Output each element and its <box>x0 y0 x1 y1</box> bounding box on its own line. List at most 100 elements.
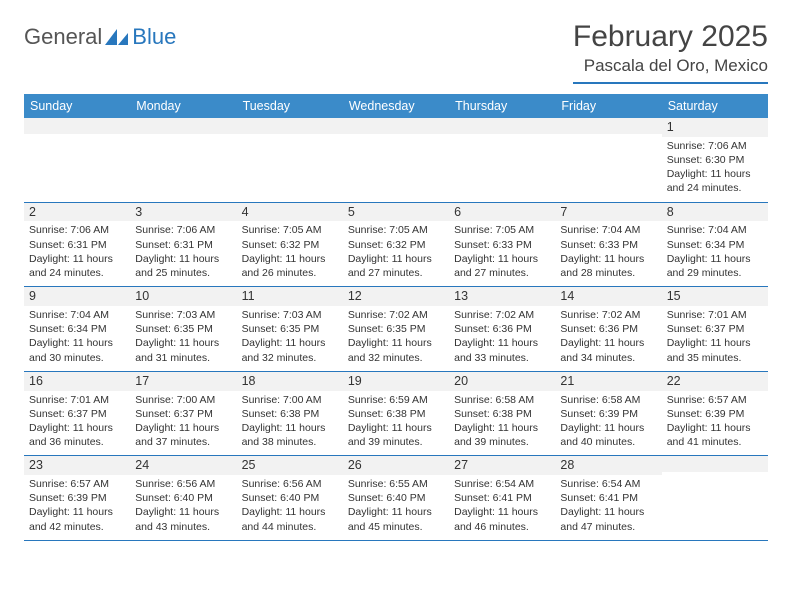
calendar-row: 16Sunrise: 7:01 AMSunset: 6:37 PMDayligh… <box>24 371 768 456</box>
daylight-text: Daylight: 11 hours and 29 minutes. <box>667 252 763 280</box>
sunrise-text: Sunrise: 6:57 AM <box>667 393 763 407</box>
sunrise-text: Sunrise: 7:06 AM <box>135 223 231 237</box>
day-number: 20 <box>449 372 555 391</box>
sunset-text: Sunset: 6:30 PM <box>667 153 763 167</box>
daylight-text: Daylight: 11 hours and 37 minutes. <box>135 421 231 449</box>
sunrise-text: Sunrise: 6:58 AM <box>560 393 656 407</box>
calendar-cell <box>449 118 555 202</box>
daylight-text: Daylight: 11 hours and 30 minutes. <box>29 336 125 364</box>
sunrise-text: Sunrise: 6:58 AM <box>454 393 550 407</box>
day-number: 2 <box>24 203 130 222</box>
calendar-cell <box>343 118 449 202</box>
sunrise-text: Sunrise: 7:03 AM <box>135 308 231 322</box>
sunrise-text: Sunrise: 6:59 AM <box>348 393 444 407</box>
calendar-table: Sunday Monday Tuesday Wednesday Thursday… <box>24 94 768 541</box>
calendar-row: 2Sunrise: 7:06 AMSunset: 6:31 PMDaylight… <box>24 202 768 287</box>
daylight-text: Daylight: 11 hours and 26 minutes. <box>242 252 338 280</box>
calendar-cell: 11Sunrise: 7:03 AMSunset: 6:35 PMDayligh… <box>237 287 343 372</box>
calendar-cell: 26Sunrise: 6:55 AMSunset: 6:40 PMDayligh… <box>343 456 449 541</box>
sunrise-text: Sunrise: 7:00 AM <box>135 393 231 407</box>
calendar-cell: 16Sunrise: 7:01 AMSunset: 6:37 PMDayligh… <box>24 371 130 456</box>
sunset-text: Sunset: 6:37 PM <box>29 407 125 421</box>
calendar-cell: 25Sunrise: 6:56 AMSunset: 6:40 PMDayligh… <box>237 456 343 541</box>
sunrise-text: Sunrise: 7:04 AM <box>29 308 125 322</box>
daylight-text: Daylight: 11 hours and 47 minutes. <box>560 505 656 533</box>
sunset-text: Sunset: 6:36 PM <box>560 322 656 336</box>
day-number: 25 <box>237 456 343 475</box>
sunset-text: Sunset: 6:37 PM <box>667 322 763 336</box>
calendar-cell: 17Sunrise: 7:00 AMSunset: 6:37 PMDayligh… <box>130 371 236 456</box>
calendar-cell: 28Sunrise: 6:54 AMSunset: 6:41 PMDayligh… <box>555 456 661 541</box>
day-details: Sunrise: 6:56 AMSunset: 6:40 PMDaylight:… <box>135 477 231 534</box>
daylight-text: Daylight: 11 hours and 43 minutes. <box>135 505 231 533</box>
daylight-text: Daylight: 11 hours and 32 minutes. <box>348 336 444 364</box>
sunset-text: Sunset: 6:35 PM <box>348 322 444 336</box>
day-details: Sunrise: 6:57 AMSunset: 6:39 PMDaylight:… <box>29 477 125 534</box>
calendar-cell: 15Sunrise: 7:01 AMSunset: 6:37 PMDayligh… <box>662 287 768 372</box>
daylight-text: Daylight: 11 hours and 41 minutes. <box>667 421 763 449</box>
day-details: Sunrise: 7:00 AMSunset: 6:37 PMDaylight:… <box>135 393 231 450</box>
day-number: 15 <box>662 287 768 306</box>
sunset-text: Sunset: 6:31 PM <box>135 238 231 252</box>
title-block: February 2025 Pascala del Oro, Mexico <box>573 20 768 84</box>
day-number <box>662 456 768 472</box>
calendar-cell: 20 Sunrise: 6:58 AMSunset: 6:38 PMDayligh… <box>449 371 555 456</box>
calendar-cell: 7Sunrise: 7:04 AMSunset: 6:33 PMDaylight… <box>555 202 661 287</box>
calendar-cell <box>24 118 130 202</box>
calendar-cell: 3Sunrise: 7:06 AMSunset: 6:31 PMDaylight… <box>130 202 236 287</box>
sunset-text: Sunset: 6:34 PM <box>667 238 763 252</box>
sunset-text: Sunset: 6:32 PM <box>242 238 338 252</box>
sunrise-text: Sunrise: 6:56 AM <box>242 477 338 491</box>
sunrise-text: Sunrise: 7:02 AM <box>560 308 656 322</box>
day-details: Sunrise: 6:58 AMSunset: 6:38 PMDaylight:… <box>454 393 550 450</box>
day-number: 19 <box>343 372 449 391</box>
calendar-cell: 6Sunrise: 7:05 AMSunset: 6:33 PMDaylight… <box>449 202 555 287</box>
calendar-cell <box>555 118 661 202</box>
sunrise-text: Sunrise: 7:05 AM <box>242 223 338 237</box>
sunset-text: Sunset: 6:35 PM <box>135 322 231 336</box>
daylight-text: Daylight: 11 hours and 27 minutes. <box>348 252 444 280</box>
daylight-text: Daylight: 11 hours and 39 minutes. <box>348 421 444 449</box>
calendar-cell: 24Sunrise: 6:56 AMSunset: 6:40 PMDayligh… <box>130 456 236 541</box>
day-number: 3 <box>130 203 236 222</box>
day-details: Sunrise: 7:05 AMSunset: 6:32 PMDaylight:… <box>348 223 444 280</box>
day-details: Sunrise: 7:06 AMSunset: 6:31 PMDaylight:… <box>29 223 125 280</box>
sunrise-text: Sunrise: 7:04 AM <box>560 223 656 237</box>
sunset-text: Sunset: 6:33 PM <box>560 238 656 252</box>
calendar-cell: 23Sunrise: 6:57 AMSunset: 6:39 PMDayligh… <box>24 456 130 541</box>
sunrise-text: Sunrise: 7:01 AM <box>667 308 763 322</box>
day-details: Sunrise: 6:59 AMSunset: 6:38 PMDaylight:… <box>348 393 444 450</box>
day-details: Sunrise: 7:03 AMSunset: 6:35 PMDaylight:… <box>135 308 231 365</box>
sunset-text: Sunset: 6:41 PM <box>454 491 550 505</box>
daylight-text: Daylight: 11 hours and 36 minutes. <box>29 421 125 449</box>
day-number: 18 <box>237 372 343 391</box>
day-number: 13 <box>449 287 555 306</box>
sunrise-text: Sunrise: 7:05 AM <box>454 223 550 237</box>
calendar-cell <box>130 118 236 202</box>
calendar-cell <box>662 456 768 541</box>
day-number: 4 <box>237 203 343 222</box>
sunset-text: Sunset: 6:39 PM <box>560 407 656 421</box>
sunrise-text: Sunrise: 7:02 AM <box>348 308 444 322</box>
calendar-cell: 27Sunrise: 6:54 AMSunset: 6:41 PMDayligh… <box>449 456 555 541</box>
day-details: Sunrise: 7:04 AMSunset: 6:34 PMDaylight:… <box>667 223 763 280</box>
calendar-cell: 2Sunrise: 7:06 AMSunset: 6:31 PMDaylight… <box>24 202 130 287</box>
day-header-row: Sunday Monday Tuesday Wednesday Thursday… <box>24 94 768 118</box>
day-number: 28 <box>555 456 661 475</box>
sunset-text: Sunset: 6:39 PM <box>667 407 763 421</box>
day-number: 11 <box>237 287 343 306</box>
day-header: Friday <box>555 94 661 118</box>
sunrise-text: Sunrise: 6:56 AM <box>135 477 231 491</box>
day-number: 6 <box>449 203 555 222</box>
sunset-text: Sunset: 6:40 PM <box>135 491 231 505</box>
daylight-text: Daylight: 11 hours and 24 minutes. <box>667 167 763 195</box>
calendar-cell: 4Sunrise: 7:05 AMSunset: 6:32 PMDaylight… <box>237 202 343 287</box>
day-details: Sunrise: 7:06 AMSunset: 6:31 PMDaylight:… <box>135 223 231 280</box>
calendar-cell <box>237 118 343 202</box>
day-number: 5 <box>343 203 449 222</box>
day-details: Sunrise: 6:58 AMSunset: 6:39 PMDaylight:… <box>560 393 656 450</box>
calendar-cell: 5Sunrise: 7:05 AMSunset: 6:32 PMDaylight… <box>343 202 449 287</box>
day-number <box>343 118 449 134</box>
day-number: 9 <box>24 287 130 306</box>
logo-text-a: General <box>24 24 102 50</box>
